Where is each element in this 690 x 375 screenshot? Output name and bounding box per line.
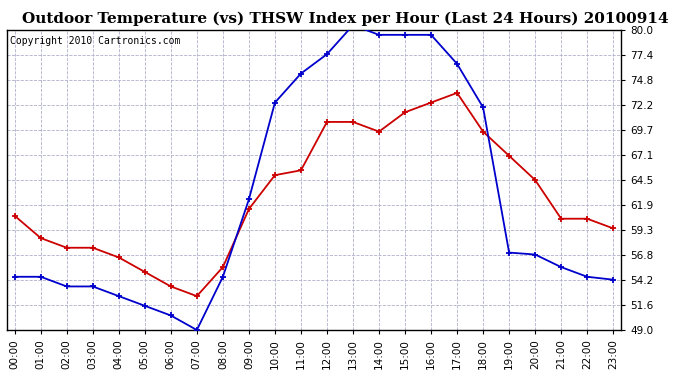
Text: Copyright 2010 Cartronics.com: Copyright 2010 Cartronics.com bbox=[10, 36, 180, 46]
Text: Outdoor Temperature (vs) THSW Index per Hour (Last 24 Hours) 20100914: Outdoor Temperature (vs) THSW Index per … bbox=[21, 11, 669, 26]
